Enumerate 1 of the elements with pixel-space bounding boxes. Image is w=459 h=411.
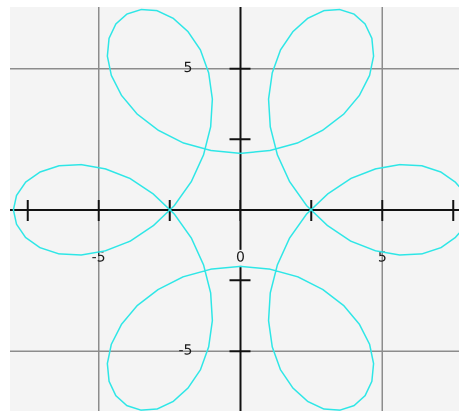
- x-tick-label: 0: [236, 249, 245, 266]
